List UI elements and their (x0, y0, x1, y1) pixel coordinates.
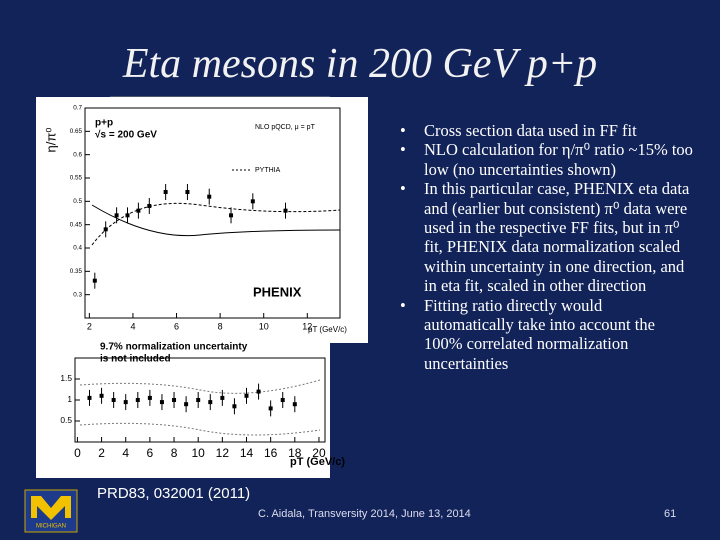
y-tick-label: 0.65 (70, 128, 83, 135)
data-point (159, 400, 164, 405)
band-curve (79, 422, 321, 436)
data-point (250, 199, 255, 204)
x-tick-label: 2 (87, 321, 92, 331)
x-tick-label: 20 (312, 446, 326, 460)
y-tick-label: 0.6 (73, 151, 82, 158)
y-tick-label: 1.5 (60, 373, 72, 383)
bullet: Cross section data used in FF fit (395, 121, 695, 141)
data-point (196, 398, 201, 402)
data-point (184, 402, 189, 407)
footer-author: C. Aidala, Transversity 2014, June 13, 2… (258, 508, 471, 520)
x-tick-label: 12 (216, 446, 230, 460)
data-point (208, 400, 213, 405)
data-point (220, 395, 225, 400)
energy-label: √s = 200 GeV (95, 130, 157, 141)
x-tick-label: 6 (147, 446, 154, 460)
x-tick-label: 8 (218, 321, 223, 331)
x-tick-label: 10 (259, 321, 269, 331)
slide-title: Eta mesons in 200 GeV p+p (122, 41, 598, 87)
data-point (103, 227, 108, 232)
y-tick-label: 0.5 (60, 415, 72, 425)
reference: PRD83, 032001 (2011) (97, 485, 251, 502)
data-point (207, 194, 212, 199)
x-tick-label: 4 (130, 321, 135, 331)
band-curve (79, 379, 321, 394)
y-tick-label: 0.45 (70, 221, 83, 228)
page-number: 61 (664, 508, 677, 520)
y-tick-label: 0.35 (70, 268, 83, 275)
data-point (92, 278, 97, 283)
nlo-curve (91, 204, 341, 237)
data-point (232, 404, 237, 409)
bullet-list: Cross section data used in FF fit NLO ca… (395, 121, 695, 373)
x-tick-label: 16 (264, 446, 278, 460)
y-tick-label: 0.7 (73, 105, 82, 112)
data-point (87, 395, 92, 400)
data-point (256, 389, 261, 394)
x-tick-label: 6 (174, 321, 179, 331)
x-tick-label: 10 (192, 446, 206, 460)
data-point (147, 395, 152, 400)
pythia-curve (91, 202, 341, 246)
x-tick-label: 14 (240, 446, 254, 460)
experiment-logo: PHENIX (253, 284, 302, 299)
note: 9.7% normalization uncertainty (100, 342, 248, 353)
data-point (125, 213, 130, 218)
data-point (114, 213, 119, 218)
data-point (244, 393, 249, 398)
data-point (283, 208, 288, 213)
x-label: pT (GeV/c) (290, 456, 345, 468)
x-label: pT (GeV/c) (308, 325, 347, 334)
legend-entry: NLO pQCD, μ = pT (255, 124, 316, 131)
bullet: In this particular case, PHENIX eta data… (395, 179, 695, 295)
x-tick-label: 12 (302, 321, 312, 331)
x-tick-label: 18 (288, 446, 302, 460)
logo-m (31, 496, 71, 520)
data-point (292, 402, 297, 407)
top-frame (84, 107, 341, 319)
data-point (172, 398, 177, 402)
data-point (99, 393, 104, 398)
x-tick-label: 4 (122, 446, 129, 460)
logo-text: MICHIGAN (36, 524, 66, 530)
x-tick-label: 2 (98, 446, 105, 460)
data-point (123, 400, 128, 405)
y-label: η/π⁰ (43, 127, 58, 152)
legend-entry: PYTHIA (255, 167, 281, 174)
bullet: NLO calculation for η/π⁰ ratio ~15% too … (395, 140, 695, 179)
x-tick-label: 8 (171, 446, 178, 460)
y-tick-label: 0.5 (73, 198, 82, 205)
y-tick-label: 0.3 (73, 291, 82, 298)
note: is not included (100, 354, 171, 365)
data-point (268, 406, 273, 411)
y-tick-label: 0.55 (70, 175, 83, 182)
x-tick-label: 0 (74, 446, 81, 460)
data-point (135, 398, 140, 402)
data-point (136, 208, 141, 213)
data-point (185, 190, 190, 194)
data-point (111, 398, 116, 402)
data-point (229, 213, 234, 218)
top-figure-panel (36, 97, 368, 343)
y-tick-label: 1 (67, 394, 72, 404)
y-tick-label: 0.4 (73, 245, 82, 252)
system-label: p+p (95, 118, 113, 129)
data-point (163, 190, 168, 194)
data-point (280, 398, 285, 402)
data-point (147, 204, 152, 208)
bullet: Fitting ratio directly would automatical… (395, 296, 695, 374)
